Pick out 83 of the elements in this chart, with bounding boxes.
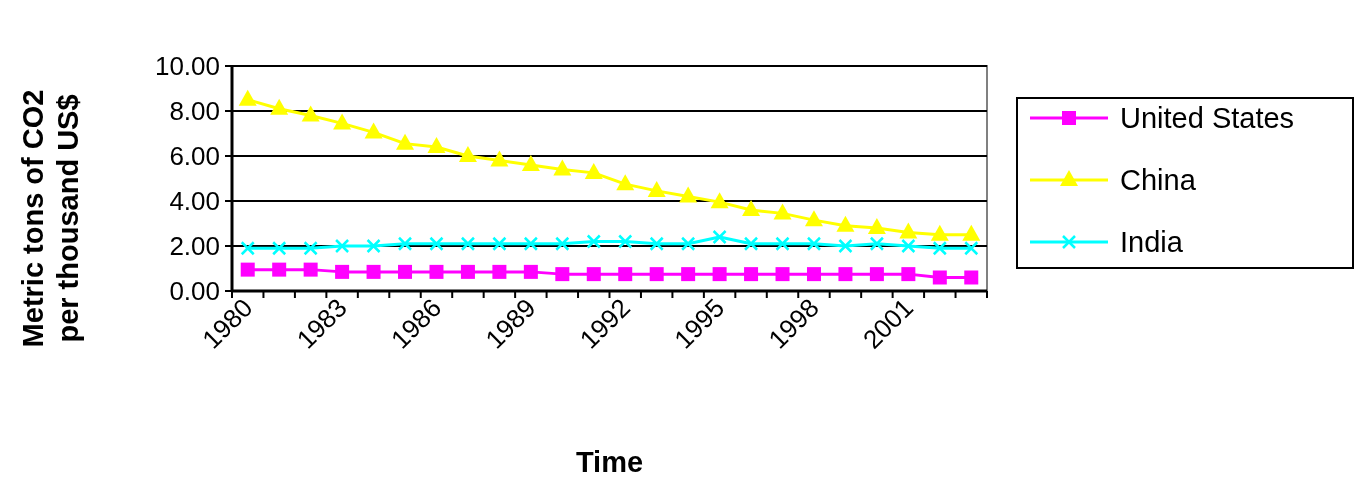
point xyxy=(804,210,823,227)
point xyxy=(584,162,603,179)
point xyxy=(523,264,538,279)
point xyxy=(398,264,413,279)
point xyxy=(555,267,570,282)
point xyxy=(397,236,413,251)
x-axis-title: Time xyxy=(575,446,644,478)
y-tick-label: 2.00 xyxy=(169,231,220,262)
point xyxy=(618,267,633,282)
point xyxy=(427,137,446,153)
point xyxy=(555,236,570,251)
point xyxy=(271,241,287,256)
legend-label: China xyxy=(1120,164,1197,197)
point xyxy=(838,238,853,254)
point xyxy=(492,264,507,279)
point xyxy=(744,267,759,282)
y-axis-title: Metric tons of CO2 per thousand US$ xyxy=(16,89,84,348)
point xyxy=(712,229,727,245)
point xyxy=(838,267,853,282)
point xyxy=(710,192,729,209)
point xyxy=(836,215,855,232)
point xyxy=(712,267,727,282)
point xyxy=(899,222,918,239)
legend-label: United States xyxy=(1120,102,1295,135)
point xyxy=(272,262,287,277)
point xyxy=(429,264,444,279)
point xyxy=(964,241,979,256)
point xyxy=(521,155,540,171)
point xyxy=(806,236,822,251)
point xyxy=(303,241,318,256)
point xyxy=(930,224,949,241)
point xyxy=(775,267,790,282)
point xyxy=(303,262,318,277)
point xyxy=(460,236,476,251)
point xyxy=(586,267,601,282)
y-tick-label: 6.00 xyxy=(169,141,220,172)
point xyxy=(240,241,255,256)
point xyxy=(270,98,289,115)
y-tick-label: 0.00 xyxy=(169,276,220,307)
point xyxy=(553,159,572,176)
point xyxy=(775,236,790,251)
point xyxy=(647,180,666,197)
point xyxy=(964,270,979,285)
point xyxy=(238,89,257,106)
point xyxy=(364,122,383,139)
point xyxy=(335,264,350,279)
point xyxy=(743,236,759,251)
point xyxy=(901,267,916,282)
point xyxy=(523,236,539,251)
point xyxy=(396,133,415,150)
y-tick-label: 8.00 xyxy=(169,96,220,127)
point xyxy=(617,234,633,249)
point xyxy=(869,267,884,282)
point xyxy=(586,234,602,249)
point xyxy=(366,264,381,279)
point xyxy=(492,236,507,251)
point xyxy=(932,241,948,256)
point xyxy=(679,186,698,203)
point xyxy=(490,150,509,167)
point xyxy=(869,236,885,251)
point xyxy=(901,238,916,254)
point xyxy=(333,113,352,130)
point xyxy=(366,238,381,254)
point xyxy=(681,267,696,282)
point xyxy=(616,174,635,191)
legend-label: India xyxy=(1120,226,1184,259)
point xyxy=(429,236,444,251)
point xyxy=(867,218,886,234)
point xyxy=(742,200,761,216)
point xyxy=(460,264,475,279)
y-tick-label: 4.00 xyxy=(169,186,220,217)
point xyxy=(680,236,696,251)
point xyxy=(334,238,350,254)
point xyxy=(649,267,664,282)
point xyxy=(932,270,947,285)
point xyxy=(773,203,792,220)
point xyxy=(458,146,477,162)
y-tick-label: 10.00 xyxy=(154,51,220,82)
point xyxy=(301,105,320,122)
point xyxy=(962,224,981,241)
point xyxy=(806,267,821,282)
point xyxy=(649,236,664,251)
point xyxy=(240,262,255,277)
